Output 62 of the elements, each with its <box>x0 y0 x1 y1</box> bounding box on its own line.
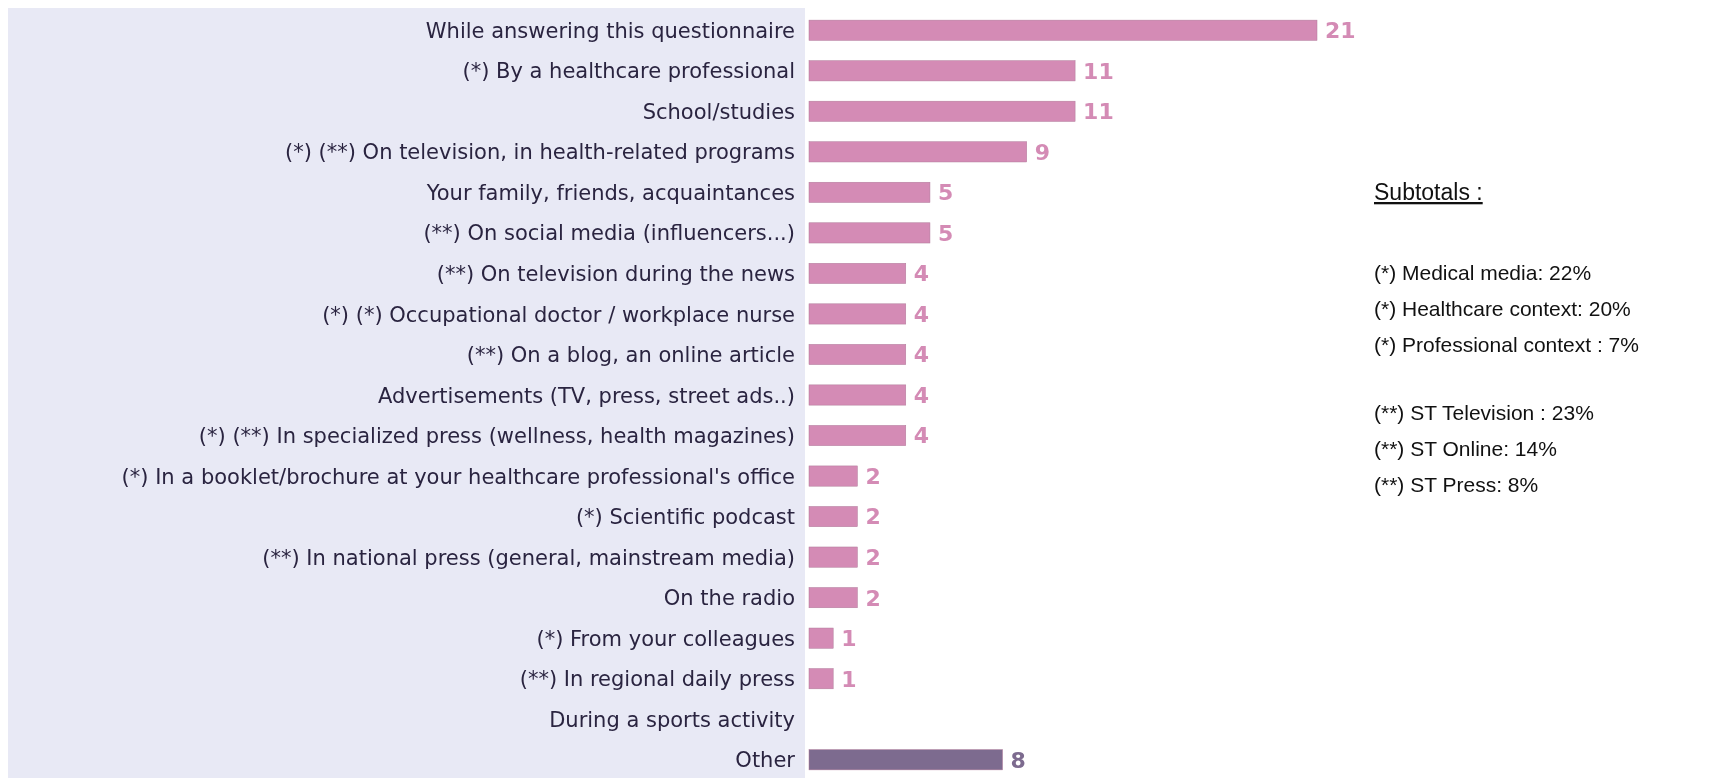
y-tick-label: Advertisements (TV, press, street ads..) <box>378 383 795 408</box>
y-tick-label: While answering this questionnaire <box>425 18 795 43</box>
text: (*) Healthcare context: 20% <box>1374 297 1631 320</box>
y-tick-label: (*) (*) Occupational doctor / workplace nurse <box>322 302 795 327</box>
data-label: 11 <box>1083 99 1114 125</box>
y-tick-label: Other <box>735 748 796 773</box>
bar <box>808 141 1027 163</box>
bar <box>808 668 834 690</box>
bar <box>808 263 907 284</box>
text: Subtotals : <box>1374 179 1483 205</box>
data-label: 1 <box>841 666 857 692</box>
text: (**) ST Online: 14% <box>1374 437 1557 460</box>
bar <box>808 303 907 325</box>
data-label: 2 <box>865 504 881 530</box>
bar <box>808 627 834 649</box>
y-tick-label: During a sports activity <box>549 707 795 732</box>
y-tick-label: School/studies <box>642 99 795 124</box>
data-label: 2 <box>865 585 881 611</box>
y-tick-label: (**) On television during the news <box>436 261 795 286</box>
data-label: 2 <box>865 463 881 489</box>
data-label: 2 <box>865 545 881 571</box>
data-label: 9 <box>1034 139 1051 165</box>
data-label: 4 <box>913 423 930 449</box>
data-label: 8 <box>1010 747 1026 773</box>
y-tick-label: (**) On a blog, an online article <box>466 343 795 368</box>
text: (*) Medical media: 22% <box>1374 261 1592 284</box>
data-label: 5 <box>937 180 954 206</box>
bar <box>808 344 907 365</box>
y-tick-label: (*) In a booklet/brochure at your healthcare professional's office <box>121 464 795 489</box>
y-tick-label: On the radio <box>663 586 795 611</box>
data-label: 4 <box>913 382 930 408</box>
bar <box>808 222 931 244</box>
y-tick-label: (*) By a healthcare professional <box>462 59 795 84</box>
y-tick-label: (*) (**) On television, in health-related programs <box>285 140 795 165</box>
data-label: 5 <box>937 220 954 246</box>
data-label: 21 <box>1325 18 1356 44</box>
bar <box>808 19 1318 41</box>
bar <box>808 181 931 203</box>
y-tick-label: (**) On social media (influencers...) <box>423 221 795 246</box>
bar <box>808 465 858 487</box>
bar <box>808 60 1076 82</box>
text: (**) ST Television : 23% <box>1374 401 1594 424</box>
bar <box>808 749 1003 771</box>
y-tick-label: (**) In national press (general, mainstream media) <box>262 545 795 570</box>
bar <box>808 546 858 568</box>
bar <box>808 587 858 609</box>
data-label: 4 <box>913 261 930 287</box>
text: (*) Professional context : 7% <box>1374 333 1639 356</box>
y-tick-label: (*) (**) In specialized press (wellness, health magazines) <box>198 424 795 449</box>
data-label: 4 <box>913 301 930 327</box>
bar <box>808 384 907 406</box>
data-label: 11 <box>1083 58 1114 84</box>
text: (**) ST Press: 8% <box>1374 473 1539 496</box>
bar <box>808 506 858 527</box>
bar <box>808 100 1076 122</box>
data-label: 4 <box>913 342 930 368</box>
y-tick-label: (*) From your colleagues <box>536 626 795 651</box>
y-tick-label: (**) In regional daily press <box>519 667 795 692</box>
bar <box>808 425 907 446</box>
y-tick-label: (*) Scientific podcast <box>575 505 795 530</box>
y-tick-label: Your family, friends, acquaintances <box>425 180 795 205</box>
data-label: 1 <box>841 626 857 652</box>
